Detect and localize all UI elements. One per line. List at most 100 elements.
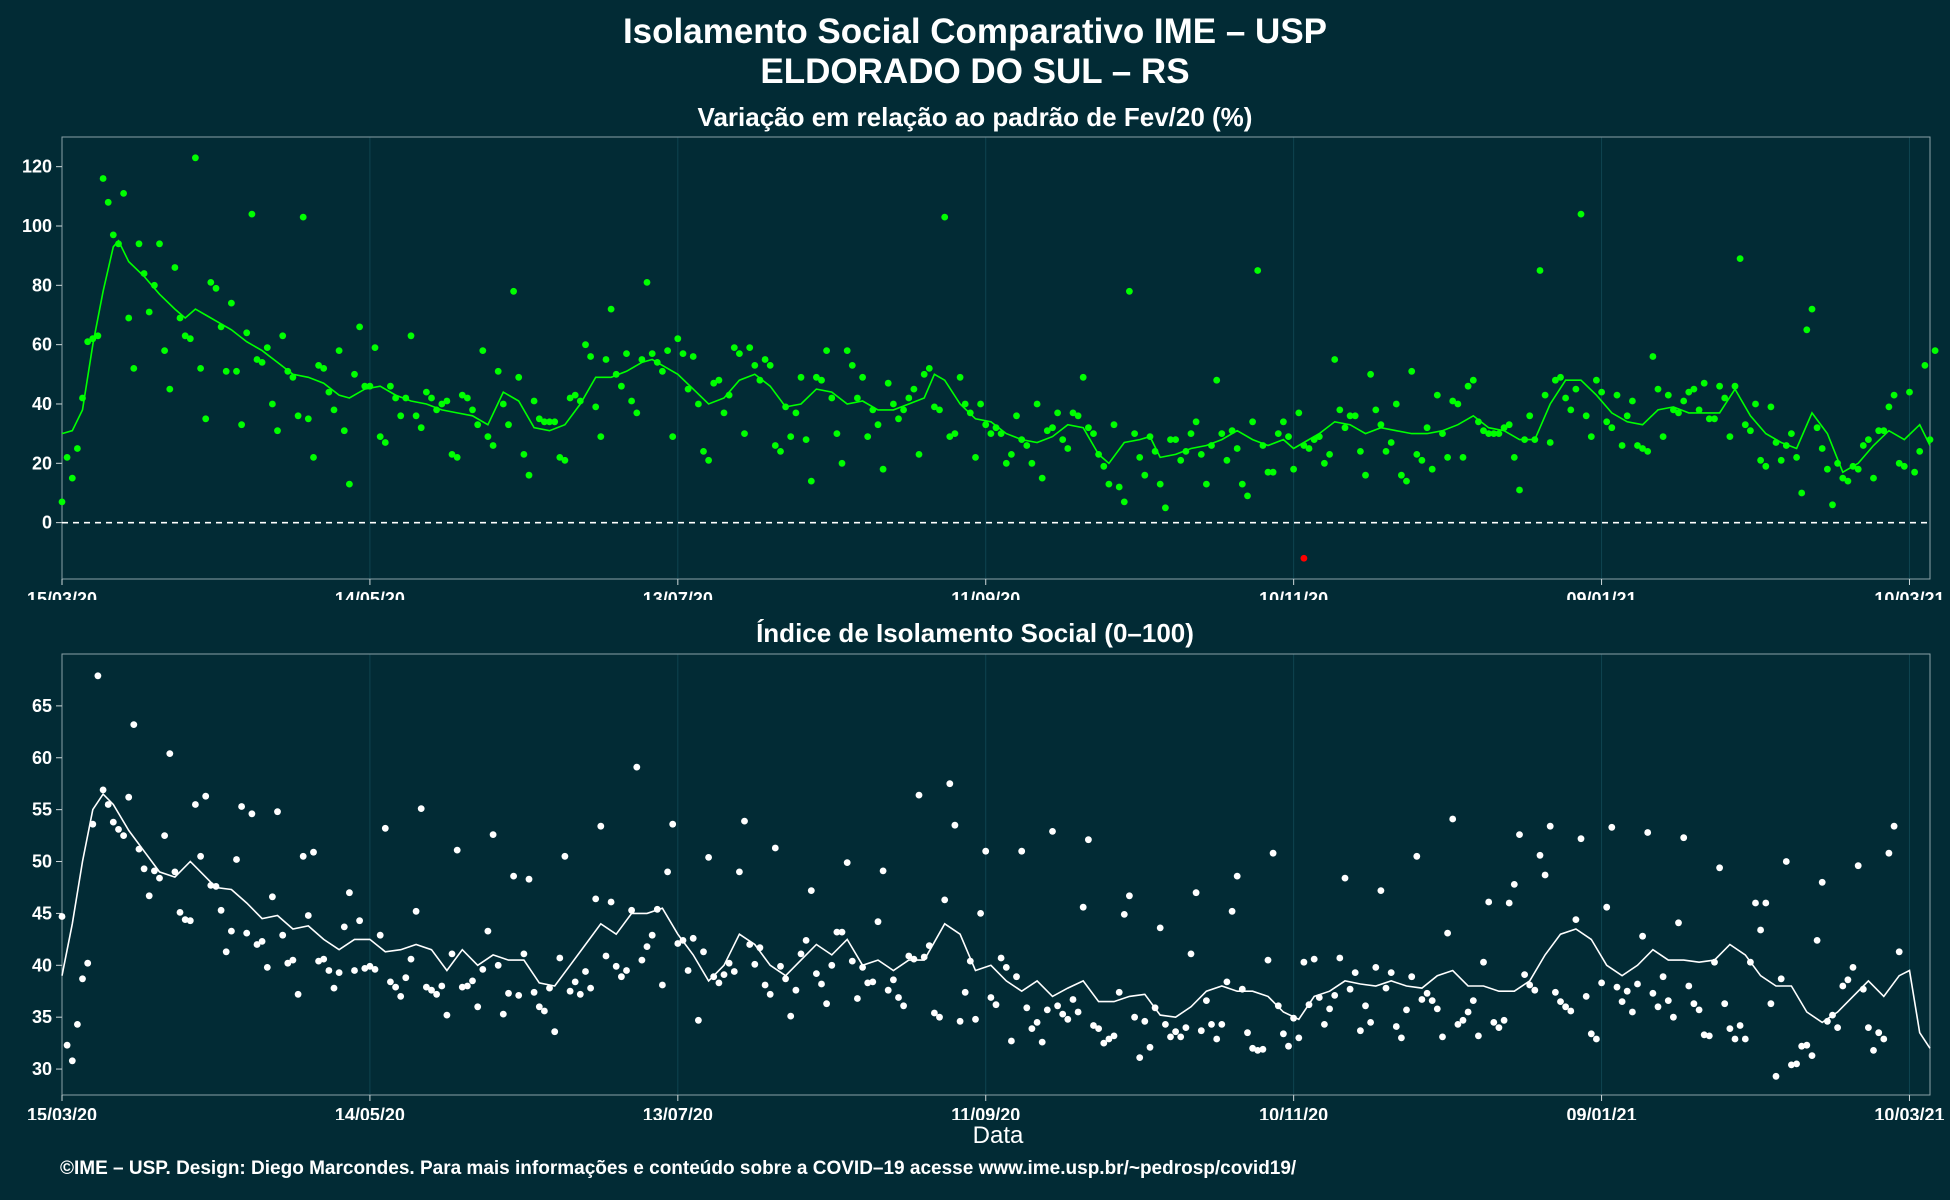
data-point: [612, 370, 620, 378]
data-point: [1090, 1022, 1097, 1029]
data-point: [587, 984, 594, 992]
data-point: [874, 421, 882, 429]
data-point: [1490, 1019, 1498, 1026]
data-point: [1464, 382, 1472, 390]
data-point: [1413, 451, 1421, 458]
data-point: [1824, 1017, 1831, 1025]
data-point: [1582, 412, 1590, 420]
data-point: [941, 896, 949, 904]
data-point: [766, 362, 774, 369]
data-point: [972, 1015, 979, 1023]
data-point: [1906, 388, 1913, 396]
data-point: [966, 957, 974, 965]
data-point: [1182, 448, 1190, 455]
x-tick-label: 13/07/20: [643, 1105, 713, 1120]
data-point: [1141, 1017, 1149, 1025]
data-point: [741, 430, 748, 437]
data-point: [228, 299, 235, 307]
data-point: [1480, 958, 1487, 966]
data-point: [1587, 433, 1595, 440]
data-point: [1233, 445, 1241, 452]
data-point: [1336, 406, 1344, 414]
data-point: [1726, 1025, 1734, 1032]
data-point: [1136, 1054, 1144, 1061]
data-point: [279, 931, 287, 939]
data-point: [1013, 973, 1020, 981]
data-point: [823, 347, 830, 354]
data-point: [669, 433, 677, 440]
data-point: [1629, 1008, 1636, 1016]
data-point: [607, 898, 615, 906]
data-point: [541, 1007, 548, 1015]
data-point: [371, 966, 379, 973]
data-point: [1582, 993, 1590, 1000]
data-point: [1475, 1032, 1482, 1040]
data-point: [186, 917, 194, 925]
data-point: [1203, 997, 1210, 1004]
data-point: [346, 480, 353, 488]
data-point: [1865, 436, 1872, 443]
data-point: [125, 793, 133, 801]
data-point: [320, 955, 328, 963]
data-point: [1608, 424, 1616, 432]
data-point: [813, 373, 820, 381]
data-point: [1916, 448, 1924, 455]
data-point: [520, 451, 528, 458]
data-point: [843, 347, 851, 354]
data-point: [1521, 436, 1528, 443]
data-point: [1192, 418, 1200, 426]
x-tick-label: 15/03/20: [27, 589, 97, 600]
data-point: [1223, 456, 1231, 464]
data-point: [1233, 872, 1241, 880]
data-point: [561, 852, 569, 860]
data-point: [325, 967, 333, 974]
data-point: [402, 394, 410, 402]
data-point: [638, 956, 646, 964]
data-point: [859, 373, 866, 381]
data-point: [274, 427, 281, 435]
data-point: [1156, 924, 1164, 932]
data-point: [761, 356, 769, 363]
data-point: [458, 983, 466, 991]
data-point: [1392, 400, 1400, 408]
data-point: [566, 394, 574, 402]
data-point: [1875, 1029, 1883, 1037]
data-point: [1408, 367, 1416, 375]
data-point: [1659, 433, 1667, 440]
data-point: [1911, 468, 1918, 476]
data-point: [253, 941, 261, 948]
data-point: [238, 803, 246, 810]
data-point: [1654, 1003, 1662, 1011]
data-point: [1023, 1004, 1031, 1012]
data-point: [1859, 442, 1867, 449]
data-point: [982, 421, 990, 429]
data-point: [1890, 822, 1898, 830]
data-point: [623, 350, 630, 357]
data-point: [741, 817, 748, 825]
data-point: [1670, 406, 1677, 414]
data-point: [1264, 468, 1272, 476]
data-point: [1521, 971, 1528, 978]
data-point: [1762, 899, 1770, 907]
data-point: [1603, 418, 1611, 426]
data-point: [233, 367, 240, 375]
data-point: [222, 948, 230, 956]
data-point: [464, 982, 471, 990]
data-point: [279, 332, 287, 340]
data-point: [1747, 427, 1754, 435]
data-point: [1516, 486, 1523, 494]
data-point: [474, 421, 482, 429]
data-point: [1418, 456, 1426, 464]
data-point: [1757, 456, 1764, 464]
data-point: [1008, 1037, 1015, 1045]
data-point: [1639, 932, 1646, 940]
data-point: [1711, 415, 1718, 423]
data-point: [1741, 1035, 1749, 1043]
data-point: [238, 421, 246, 429]
data-point: [1931, 347, 1939, 354]
data-point: [361, 965, 369, 972]
data-point: [535, 415, 543, 423]
data-point: [1593, 1035, 1600, 1043]
data-point: [602, 952, 610, 960]
data-point: [1018, 847, 1026, 855]
